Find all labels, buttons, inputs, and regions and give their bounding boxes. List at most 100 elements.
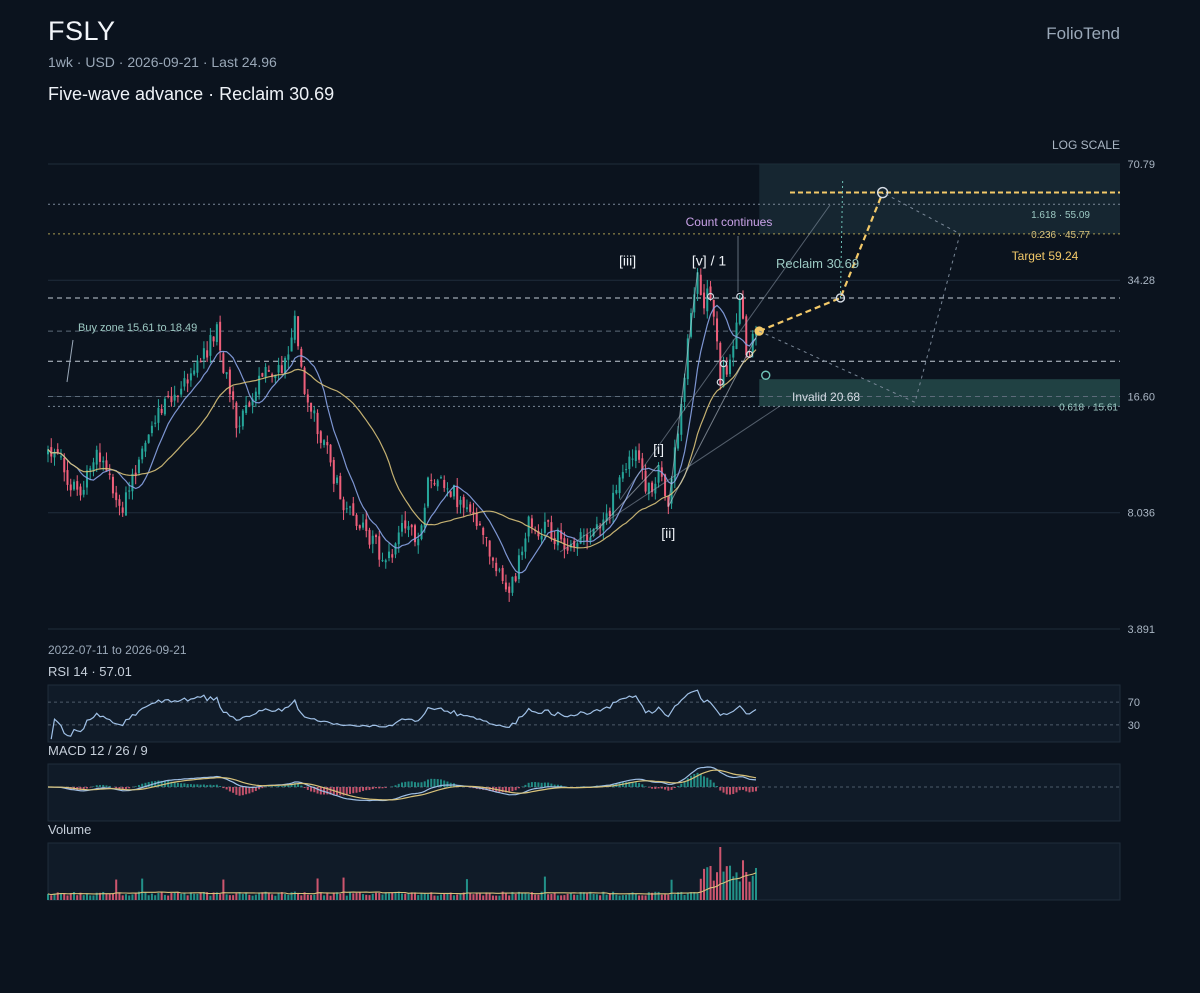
macd-histogram-bar (271, 786, 274, 787)
candle-body (137, 459, 140, 474)
candle-body (267, 370, 270, 372)
candle-body (573, 541, 576, 548)
candle-body (228, 369, 231, 395)
candle-body (349, 506, 352, 508)
candle-body (550, 522, 553, 539)
volume-bar (443, 893, 446, 900)
volume-bar (89, 895, 92, 900)
macd-histogram-bar (105, 785, 108, 787)
sub-wave-point (716, 378, 724, 386)
macd-histogram-bar (144, 782, 147, 787)
candle-body (131, 473, 134, 492)
volume-bar (654, 891, 657, 900)
candle-body (498, 569, 501, 571)
candle-body (180, 388, 183, 395)
candle-body (410, 524, 413, 528)
fib-label-0236: 0.236 · 45.77 (1031, 230, 1090, 241)
macd-histogram-bar (176, 782, 179, 787)
macd-histogram-bar (517, 787, 520, 789)
volume-bar (413, 892, 416, 900)
candle-body (310, 402, 313, 412)
macd-histogram-bar (755, 787, 757, 792)
volume-bar (472, 894, 475, 900)
volume-bar (371, 893, 374, 900)
volume-bar (563, 895, 566, 900)
volume-bar (686, 892, 689, 900)
invalid-label: Invalid 20.68 (792, 390, 860, 404)
volume-bar (128, 895, 131, 900)
price-axis-tick-label: 16.60 (1127, 391, 1155, 403)
candle-body (407, 526, 410, 530)
brand-name: FolioTend (1046, 24, 1120, 43)
volume-bar (368, 895, 371, 900)
volume-bar (362, 894, 365, 900)
volume-bar (358, 891, 361, 900)
volume-bar (186, 895, 189, 900)
volume-bar (336, 892, 339, 900)
macd-histogram-bar (371, 787, 374, 790)
macd-histogram-bar (433, 778, 436, 787)
macd-histogram-bar (729, 787, 732, 795)
volume-bar (673, 894, 676, 900)
candle-body (248, 402, 251, 407)
candle-body (566, 546, 569, 551)
candle-body (628, 456, 631, 470)
target-zone (759, 164, 1120, 234)
macd-histogram-bar (336, 787, 339, 796)
candle-body (625, 469, 628, 471)
volume-bar (284, 894, 287, 900)
volume-bar (550, 894, 553, 900)
candle-body (56, 449, 59, 454)
macd-histogram-bar (141, 783, 144, 787)
macd-title: MACD 12 / 26 / 9 (48, 743, 148, 758)
volume-bar (634, 894, 637, 900)
candle-body (485, 537, 488, 539)
macd-histogram-bar (358, 787, 361, 793)
volume-bar (469, 892, 472, 900)
macd-histogram-bar (725, 787, 728, 795)
macd-histogram-bar (413, 782, 416, 787)
macd-histogram-bar (193, 784, 196, 787)
volume-bar (745, 871, 748, 900)
volume-bar (306, 894, 309, 900)
candle-body (651, 482, 654, 493)
macd-histogram-bar (225, 787, 228, 790)
candle-body (423, 507, 426, 528)
candle-body (696, 272, 699, 294)
candle-body (709, 286, 712, 299)
candle-body (358, 525, 361, 529)
macd-histogram-bar (212, 785, 215, 787)
volume-bar (534, 894, 537, 900)
candle-body (98, 452, 101, 462)
candle-body (245, 405, 248, 413)
volume-bar (202, 891, 205, 900)
candle-body (397, 532, 400, 545)
candle-body (251, 398, 254, 406)
candle-body (371, 535, 374, 544)
volume-bar (313, 894, 316, 900)
candle-body (50, 447, 53, 457)
volume-bar (712, 880, 715, 900)
volume-bar (722, 871, 725, 900)
macd-histogram-bar (267, 786, 270, 787)
volume-bar (63, 893, 66, 900)
volume-bar (300, 895, 303, 900)
candle-body (446, 488, 449, 490)
candle-body (508, 586, 511, 593)
volume-bar (329, 895, 332, 900)
volume-bar (137, 891, 140, 900)
projection-channel-line (559, 405, 781, 553)
volume-bar (66, 895, 69, 900)
candle-body (85, 470, 88, 488)
volume-bar (176, 892, 179, 900)
candle-body (706, 288, 709, 312)
candle-body (543, 521, 546, 533)
macd-histogram-bar (625, 782, 628, 787)
macd-histogram-bar (124, 787, 127, 790)
candle-body (475, 512, 478, 526)
candle-body (160, 408, 163, 414)
candle-body (426, 477, 429, 507)
volume-bar (144, 892, 147, 900)
macd-histogram-bar (660, 787, 663, 789)
